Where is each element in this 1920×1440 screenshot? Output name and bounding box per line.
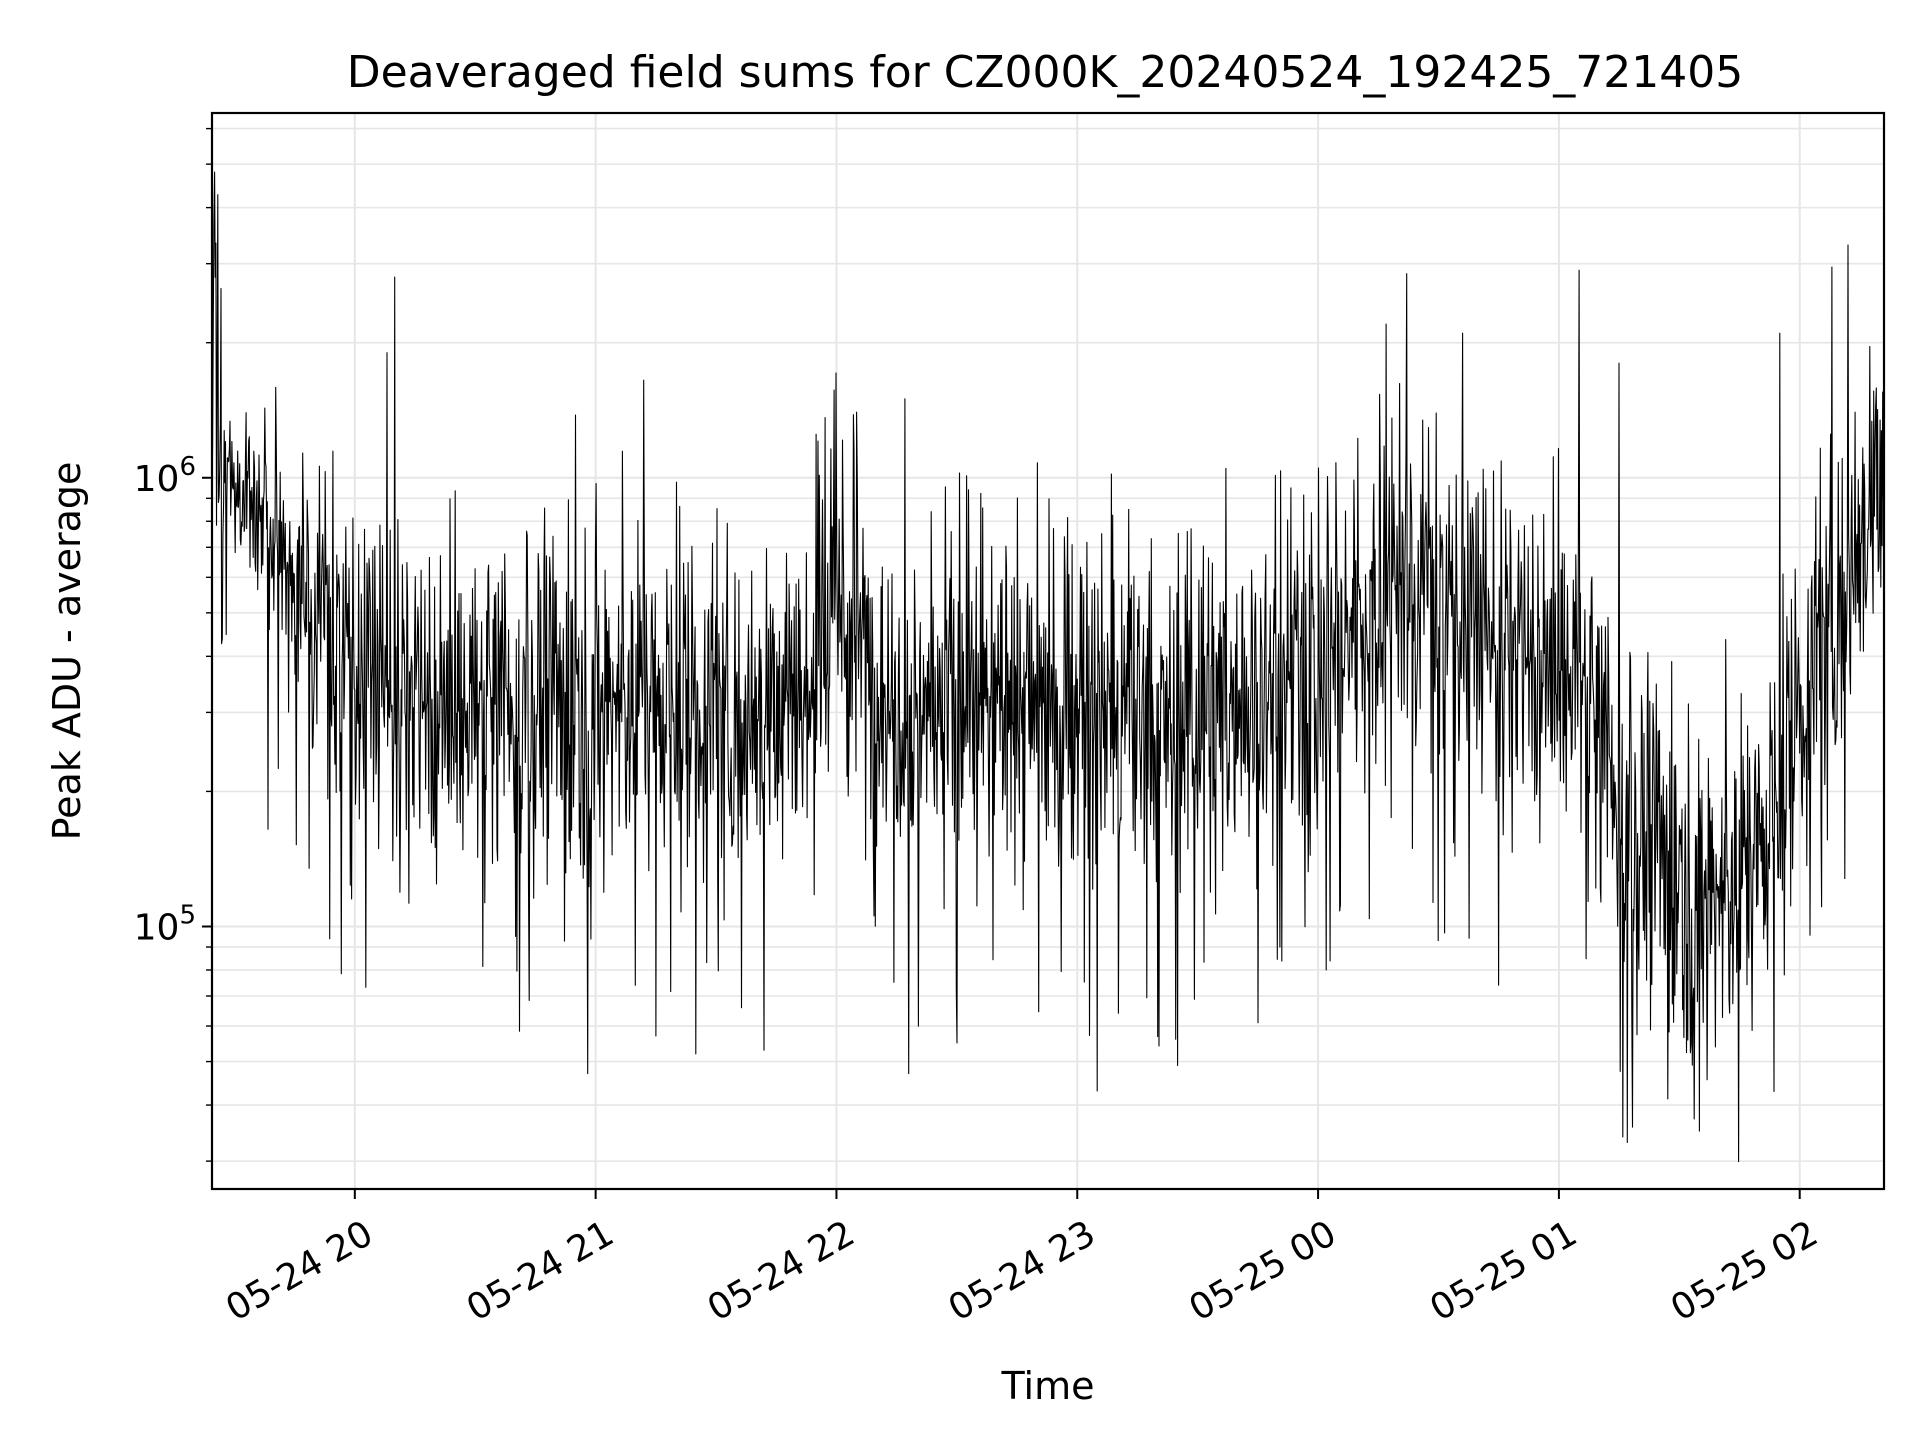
y-tick-label: 105	[134, 900, 196, 948]
y-tick-label: 106	[134, 452, 196, 500]
x-axis-label: Time	[1001, 1364, 1095, 1408]
series-layer	[211, 171, 1885, 1163]
y-axis-label: Peak ADU - average	[45, 462, 89, 841]
ticks	[202, 127, 1801, 1199]
plot-frame	[210, 111, 1886, 1191]
data-series-line	[211, 171, 1885, 1163]
grid	[212, 113, 1884, 1189]
chart-title: Deaveraged field sums for CZ000K_2024052…	[347, 47, 1744, 98]
